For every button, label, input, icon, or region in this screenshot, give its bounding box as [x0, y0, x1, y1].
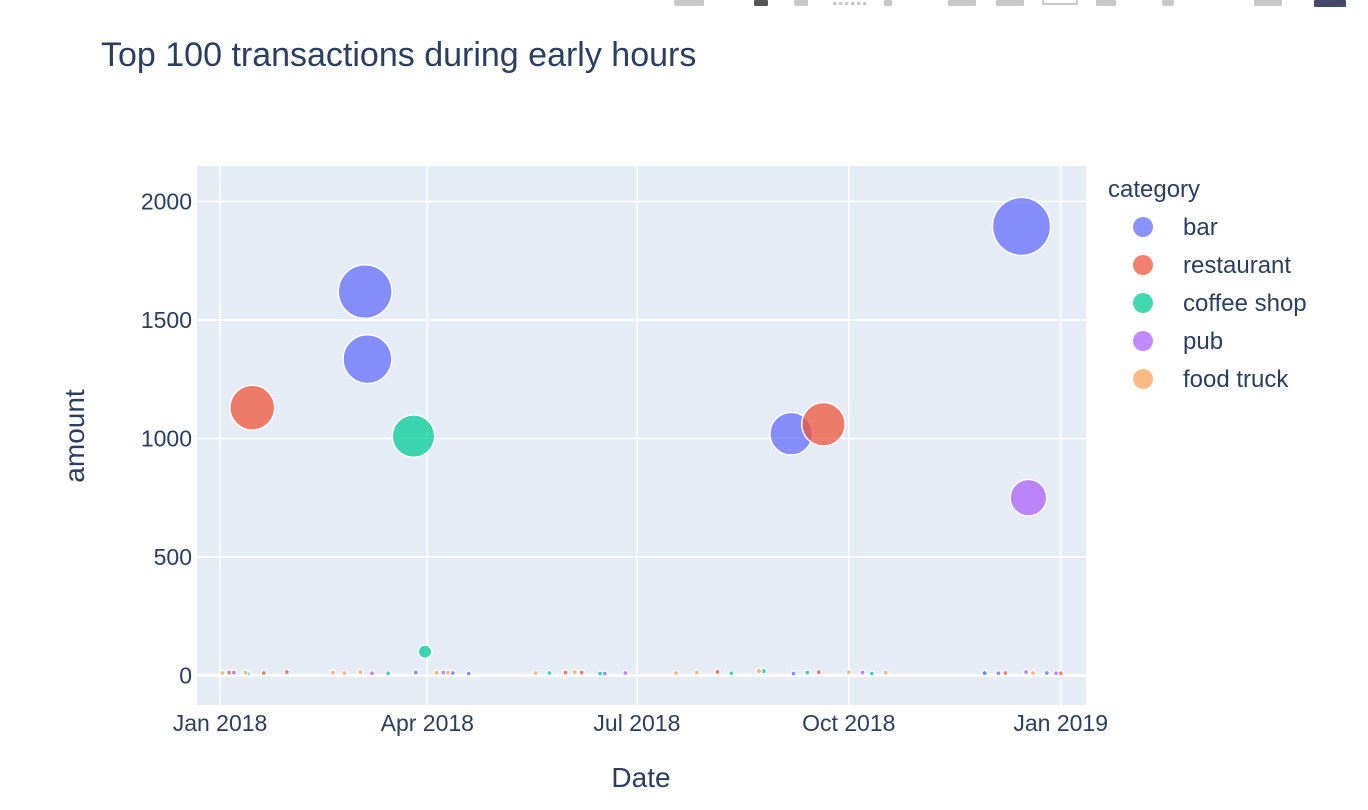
legend-item-restaurant[interactable]: restaurant [1133, 252, 1291, 279]
legend-marker [1133, 331, 1153, 351]
legend-label: restaurant [1183, 252, 1291, 279]
y-axis-title: amount [59, 389, 90, 483]
legend-title: category [1108, 176, 1200, 203]
data-point-food-truck[interactable] [845, 668, 853, 676]
y-tick-label: 1000 [141, 425, 192, 451]
data-point-coffee-shop[interactable] [391, 414, 436, 458]
x-tick-label: Oct 2018 [802, 710, 895, 736]
legend-item-coffee-shop[interactable]: coffee shop [1133, 290, 1307, 317]
legend-item-bar[interactable]: bar [1133, 214, 1218, 241]
data-point-food-truck[interactable] [329, 669, 337, 676]
legend-marker [1133, 217, 1153, 237]
reset-axes-icon[interactable] [1096, 0, 1116, 6]
data-point-pub[interactable] [1009, 478, 1048, 517]
data-point-coffee-shop[interactable] [804, 669, 811, 676]
x-tick-label: Jul 2018 [593, 710, 680, 736]
modebar [660, 0, 1368, 10]
legend: category bar restaurant coffee shop pub food… [1108, 176, 1307, 393]
plotly-logo-icon[interactable] [1314, 0, 1346, 7]
data-point-coffee-shop[interactable] [728, 669, 735, 677]
data-point-coffee-shop[interactable] [596, 670, 604, 677]
legend-marker [1133, 293, 1153, 313]
data-point-pub[interactable] [859, 669, 866, 676]
data-point-bar[interactable] [995, 669, 1002, 677]
pan-icon[interactable] [794, 0, 808, 6]
data-point-bar[interactable] [790, 670, 797, 677]
data-point-food-truck[interactable] [693, 669, 701, 676]
legend-label: coffee shop [1183, 290, 1307, 317]
data-point-pub[interactable] [622, 669, 629, 677]
zoom-out-icon[interactable] [996, 0, 1024, 6]
data-point-food-truck[interactable] [882, 669, 889, 676]
data-point-food-truck[interactable] [571, 668, 579, 676]
data-point-restaurant[interactable] [283, 668, 291, 676]
data-point-food-truck[interactable] [444, 669, 452, 676]
legend-label: pub [1183, 328, 1223, 355]
x-tick-label: Apr 2018 [381, 710, 474, 736]
x-tick-label: Jan 2019 [1013, 710, 1108, 736]
lasso-icon[interactable] [884, 0, 892, 6]
data-point-coffee-shop[interactable] [546, 669, 553, 677]
data-point-coffee-shop[interactable] [868, 670, 876, 677]
data-point-food-truck[interactable] [755, 667, 763, 675]
data-point-restaurant[interactable] [260, 669, 268, 677]
chart-title: Top 100 transactions during early hours [101, 36, 696, 74]
autoscale-icon[interactable] [1042, 0, 1078, 5]
y-tick-label: 2000 [141, 189, 192, 215]
data-point-food-truck[interactable] [532, 669, 539, 677]
legend-label: food truck [1183, 366, 1289, 393]
data-point-bar[interactable] [465, 670, 473, 677]
data-point-food-truck[interactable] [433, 669, 440, 677]
y-tick-label: 0 [179, 662, 192, 688]
data-point-pub[interactable] [1052, 669, 1060, 677]
data-point-bar[interactable] [342, 334, 393, 385]
box-select-icon[interactable] [833, 2, 867, 5]
data-point-bar[interactable] [981, 669, 988, 677]
legend-item-pub[interactable]: pub [1133, 328, 1223, 355]
data-point-restaurant[interactable] [1002, 669, 1009, 677]
data-point-restaurant[interactable] [562, 669, 569, 676]
hover-closest-icon[interactable] [1254, 0, 1282, 6]
legend-label: bar [1183, 214, 1218, 241]
data-point-bar[interactable] [991, 196, 1052, 257]
axis-ticks: 0 500 1000 1500 2000 Jan 2018 Apr 2018 Jul 2018… [141, 189, 1108, 736]
data-point-restaurant[interactable] [229, 384, 276, 431]
data-point-bar[interactable] [1043, 669, 1051, 677]
zoom-in-icon[interactable] [948, 0, 976, 6]
data-point-food-truck[interactable] [219, 669, 226, 677]
data-point-pub[interactable] [230, 669, 238, 676]
legend-marker [1133, 255, 1153, 275]
x-tick-label: Jan 2018 [173, 710, 268, 736]
data-point-food-truck[interactable] [357, 668, 364, 676]
data-point-food-truck[interactable] [672, 669, 680, 677]
data-point-bar[interactable] [337, 264, 393, 320]
data-point-food-truck[interactable] [341, 669, 348, 677]
data-point-restaurant[interactable] [801, 401, 846, 447]
zoom-icon[interactable] [754, 0, 768, 6]
data-point-bar[interactable] [412, 669, 420, 676]
data-point-coffee-shop[interactable] [417, 644, 433, 660]
plot-area[interactable] [197, 166, 1086, 705]
data-point-pub[interactable] [368, 669, 376, 677]
legend-marker [1133, 369, 1153, 389]
data-point-food-truck[interactable] [1029, 669, 1037, 677]
data-point-restaurant[interactable] [578, 669, 585, 676]
camera-icon[interactable] [674, 0, 704, 6]
data-points [219, 196, 1064, 677]
y-tick-label: 500 [154, 544, 192, 570]
data-point-restaurant[interactable] [714, 668, 721, 676]
x-axis-title: Date [611, 762, 670, 793]
y-tick-label: 1500 [141, 307, 192, 333]
data-point-pub[interactable] [1022, 668, 1030, 676]
data-point-coffee-shop[interactable] [384, 669, 392, 677]
data-point-restaurant[interactable] [815, 668, 823, 676]
spike-lines-icon[interactable] [1162, 0, 1174, 6]
data-point-food-truck[interactable] [242, 669, 249, 676]
legend-item-food-truck[interactable]: food truck [1133, 366, 1289, 393]
